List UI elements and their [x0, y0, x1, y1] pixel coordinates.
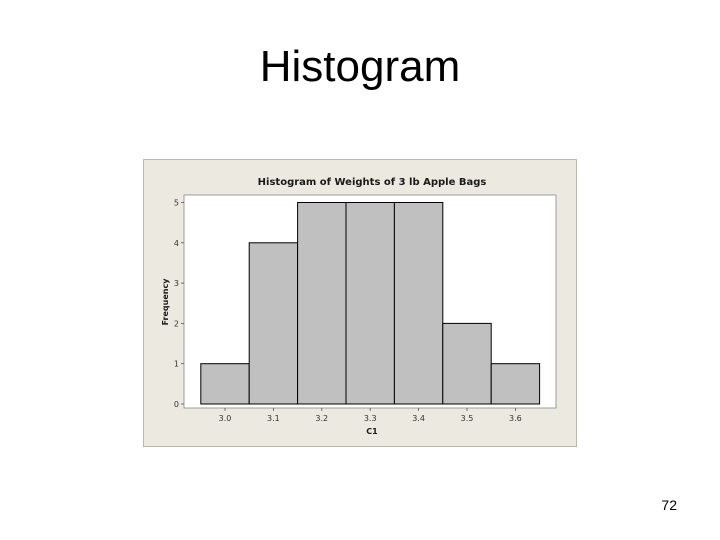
histogram-bar	[490, 363, 541, 405]
x-tick-label: 3.3	[364, 414, 377, 423]
chart-title: Histogram of Weights of 3 lb Apple Bags	[258, 177, 487, 188]
histogram-bar	[442, 322, 492, 405]
y-axis-label: Frequency	[161, 278, 170, 326]
bars	[200, 202, 541, 405]
histogram-bar	[200, 363, 250, 405]
x-tick-label: 3.6	[509, 414, 522, 423]
histogram-bar	[393, 202, 444, 405]
x-axis: 3.0 3.1 3.2 3.3 3.4 3.5 3.6	[219, 408, 522, 423]
y-tick-label: 3	[174, 279, 179, 288]
histogram-bar	[345, 202, 395, 405]
histogram-bar	[248, 242, 299, 405]
y-tick-label: 0	[174, 400, 179, 409]
page-number: 72	[661, 497, 677, 513]
y-tick-label: 5	[174, 199, 179, 208]
y-axis: 0 1 2 3 4 5	[174, 199, 184, 409]
y-tick-label: 4	[174, 239, 179, 248]
slide-title: Histogram	[259, 42, 461, 91]
x-tick-label: 3.0	[219, 414, 232, 423]
y-tick-label: 2	[174, 319, 179, 328]
histogram-figure: Histogram of Weights of 3 lb Apple Bags …	[143, 159, 577, 447]
histogram-chart: Histogram of Weights of 3 lb Apple Bags …	[161, 177, 557, 436]
histogram-bar	[297, 202, 347, 405]
x-tick-label: 3.4	[412, 414, 425, 423]
x-tick-label: 3.1	[267, 414, 280, 423]
x-axis-label: C1	[366, 427, 378, 436]
x-tick-label: 3.2	[315, 414, 328, 423]
x-tick-label: 3.5	[461, 414, 474, 423]
y-tick-label: 1	[174, 360, 179, 369]
